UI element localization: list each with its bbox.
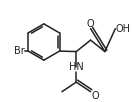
Text: HN: HN — [69, 62, 84, 72]
Text: Br: Br — [14, 46, 25, 56]
Text: OH: OH — [116, 24, 131, 34]
Text: O: O — [87, 19, 94, 29]
Text: O: O — [92, 91, 99, 101]
